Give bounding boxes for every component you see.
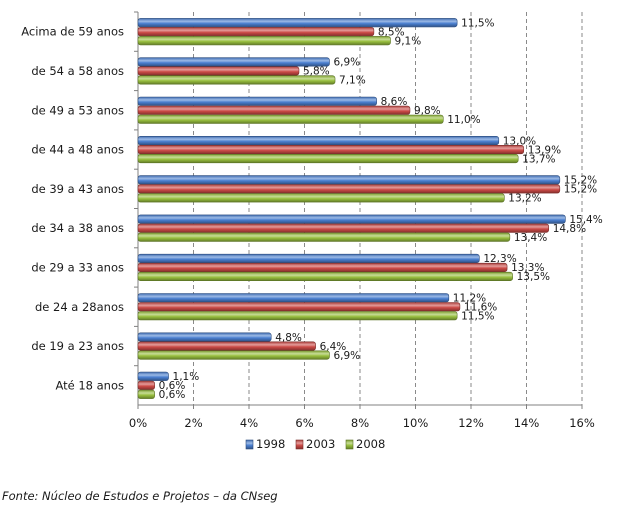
data-label: 6,4% bbox=[320, 341, 347, 353]
data-label: 13,5% bbox=[517, 271, 550, 283]
data-label: 0,6% bbox=[159, 380, 186, 392]
data-label: 14,8% bbox=[553, 223, 586, 235]
bar-2008 bbox=[137, 350, 330, 360]
data-label: 8,6% bbox=[381, 96, 408, 108]
bar-2008 bbox=[137, 154, 519, 164]
bar-1998 bbox=[137, 371, 169, 381]
category-label: de 34 a 38 anos bbox=[31, 221, 124, 235]
bar-2008 bbox=[137, 232, 511, 242]
bar-2003 bbox=[137, 341, 316, 351]
bar-2003 bbox=[137, 380, 155, 390]
bar-2008 bbox=[137, 114, 444, 124]
bar-2008 bbox=[137, 311, 458, 321]
bar-2003 bbox=[137, 145, 525, 155]
x-tick-label: 12% bbox=[458, 416, 484, 430]
source-note: Fonte: Núcleo de Estudos e Projetos – da… bbox=[2, 489, 278, 503]
bar-1998 bbox=[137, 332, 272, 342]
data-label: 6,9% bbox=[333, 350, 360, 362]
data-label: 15,2% bbox=[564, 184, 597, 196]
legend-label: 1998 bbox=[256, 437, 285, 451]
data-label: 13,9% bbox=[528, 144, 561, 156]
bar-2003 bbox=[137, 27, 375, 37]
bar-1998 bbox=[137, 293, 450, 303]
category-label: Até 18 anos bbox=[55, 378, 124, 392]
bar-2008 bbox=[137, 389, 155, 399]
x-tick-label: 8% bbox=[351, 416, 369, 430]
data-label: 13,2% bbox=[508, 193, 541, 205]
bar-2008 bbox=[137, 193, 505, 203]
legend-swatch-1998 bbox=[245, 439, 254, 450]
bar-2003 bbox=[137, 262, 508, 273]
data-label: 11,0% bbox=[447, 114, 480, 126]
data-label: 12,3% bbox=[483, 253, 516, 265]
bar-1998 bbox=[137, 214, 566, 224]
x-tick-label: 6% bbox=[295, 416, 313, 430]
bar-2003 bbox=[137, 302, 461, 312]
data-label: 5,8% bbox=[303, 66, 330, 78]
bar-2008 bbox=[137, 75, 336, 85]
data-label: 8,5% bbox=[378, 26, 405, 38]
bar-1998 bbox=[137, 96, 377, 106]
bar-1998 bbox=[137, 18, 458, 28]
category-label: de 44 a 48 anos bbox=[31, 143, 124, 157]
data-label: 11,6% bbox=[464, 302, 497, 314]
legend-label: 2003 bbox=[306, 437, 335, 451]
x-tick-label: 16% bbox=[569, 416, 595, 430]
data-label: 11,5% bbox=[461, 311, 494, 323]
data-label: 13,7% bbox=[522, 153, 555, 165]
x-tick-label: 14% bbox=[514, 416, 540, 430]
category-label: de 39 a 43 anos bbox=[31, 182, 124, 196]
data-label: 1,1% bbox=[173, 371, 200, 383]
bar-2003 bbox=[137, 105, 411, 115]
category-label: de 29 a 33 anos bbox=[31, 260, 124, 274]
data-label: 15,2% bbox=[564, 175, 597, 187]
bar-1998 bbox=[137, 136, 500, 146]
legend-swatch-2003 bbox=[295, 439, 304, 450]
bar-1998 bbox=[137, 175, 561, 185]
bar-2003 bbox=[137, 66, 300, 76]
category-label: de 54 a 58 anos bbox=[31, 64, 124, 78]
x-tick-label: 0% bbox=[129, 416, 147, 430]
data-label: 15,4% bbox=[569, 214, 602, 226]
data-label: 11,2% bbox=[453, 293, 486, 305]
x-tick-label: 10% bbox=[403, 416, 429, 430]
data-label: 13,4% bbox=[514, 232, 547, 244]
bar-1998 bbox=[137, 57, 330, 67]
data-label: 13,0% bbox=[503, 135, 536, 147]
category-label: de 19 a 23 anos bbox=[31, 339, 124, 353]
category-label: Acima de 59 anos bbox=[21, 25, 124, 39]
data-label: 6,9% bbox=[333, 57, 360, 69]
data-label: 7,1% bbox=[339, 75, 366, 87]
bar-2003 bbox=[137, 184, 561, 194]
bar-2008 bbox=[137, 36, 391, 46]
x-tick-label: 4% bbox=[240, 416, 258, 430]
data-label: 11,5% bbox=[461, 17, 494, 29]
bar-2008 bbox=[137, 271, 513, 282]
data-label: 13,3% bbox=[511, 262, 544, 274]
data-label: 4,8% bbox=[275, 332, 302, 344]
data-label: 9,1% bbox=[395, 35, 422, 47]
x-tick-label: 2% bbox=[184, 416, 202, 430]
bar-2003 bbox=[137, 223, 550, 233]
data-label: 0,6% bbox=[159, 389, 186, 401]
bar-chart: 0% 2% 4% 6% 8% 10% 12% 14% 16% Acima de 59 anos 11… bbox=[21, 11, 603, 451]
category-label: de 24 a 28anos bbox=[35, 300, 124, 314]
category-label: de 49 a 53 anos bbox=[31, 103, 124, 117]
legend-label: 2008 bbox=[356, 437, 385, 451]
bar-1998 bbox=[137, 253, 480, 263]
data-label: 9,8% bbox=[414, 105, 441, 117]
legend-swatch-2008 bbox=[345, 439, 354, 450]
